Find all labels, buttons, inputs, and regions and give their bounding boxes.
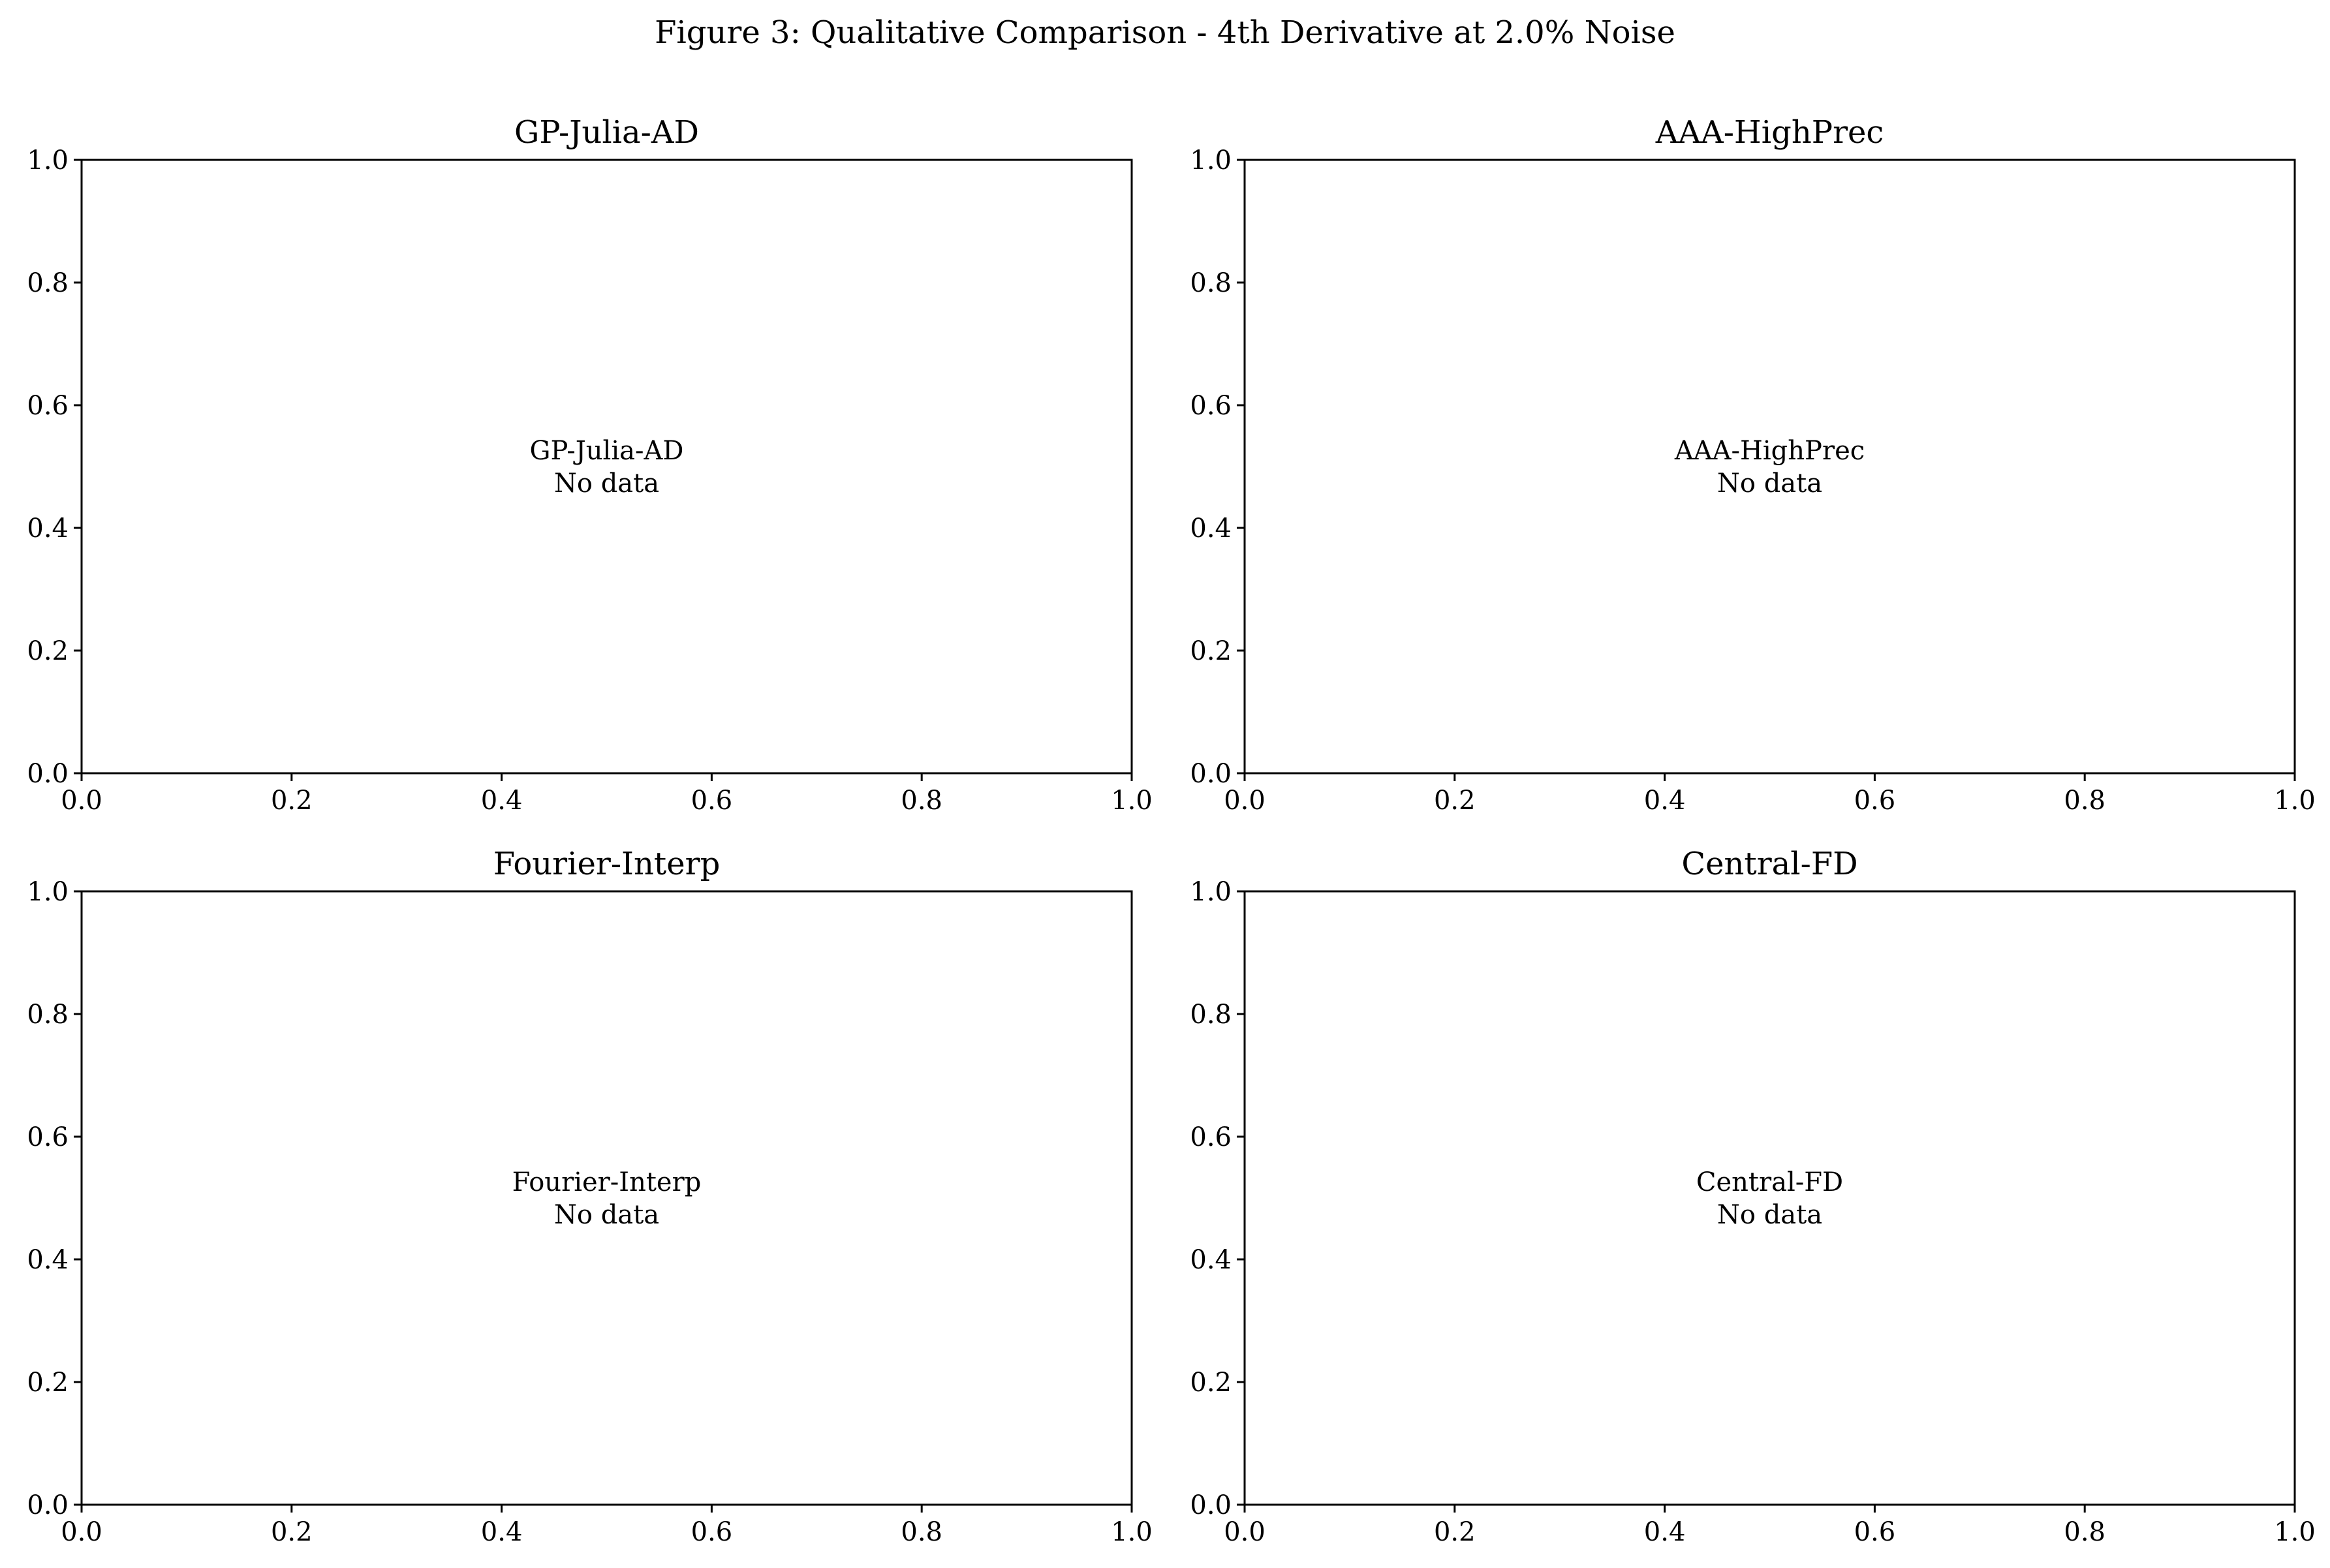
y-tick-label: 0.8 xyxy=(27,268,69,298)
y-tick-label: 0.4 xyxy=(1190,1245,1232,1275)
y-tick-label: 0.4 xyxy=(27,1245,69,1275)
y-tick-label: 0.8 xyxy=(1190,268,1232,298)
x-tick-label: 1.0 xyxy=(2274,786,2316,816)
y-tick-label: 0.0 xyxy=(1190,759,1232,789)
axes-frame xyxy=(80,890,1133,1506)
annotation-no-data: No data xyxy=(1717,469,1822,499)
annotation-method-name: GP-Julia-AD xyxy=(530,436,684,466)
x-tick-label: 0.0 xyxy=(1224,786,1266,816)
x-tick-label: 0.2 xyxy=(271,1517,313,1547)
annotation-method-name: Fourier-Interp xyxy=(512,1167,702,1197)
y-tick-label: 0.4 xyxy=(1190,514,1232,544)
subplot-central-fd: Central-FD 0.0 0.2 0.4 0.6 0.8 1.0 0.0 0.2 0.4 0.6… xyxy=(1190,846,2315,1547)
y-tick-label: 0.4 xyxy=(27,514,69,544)
y-tick-label: 0.6 xyxy=(27,391,69,421)
x-tick-label: 0.4 xyxy=(1644,786,1686,816)
subplot-grid: GP-Julia-AD 0.0 0.2 0.4 0.6 0.8 1.0 0.0 0.2 0.4 0.… xyxy=(27,114,2315,1547)
x-tick-label: 0.8 xyxy=(901,786,942,816)
axes-frame xyxy=(1243,159,2296,775)
annotation-no-data: No data xyxy=(554,1200,659,1230)
subplot-aaa-highprec: AAA-HighPrec 0.0 0.2 0.4 0.6 0.8 1.0 0.0 0.2 0.4 0… xyxy=(1190,114,2315,816)
y-tick-label: 1.0 xyxy=(27,146,69,176)
x-tick-label: 0.8 xyxy=(2064,786,2105,816)
y-tick-label: 0.0 xyxy=(1190,1490,1232,1520)
subplot-fourier-interp: Fourier-Interp 0.0 0.2 0.4 0.6 0.8 1.0 0.0 0.2 0.… xyxy=(27,846,1152,1547)
subplot-title: Fourier-Interp xyxy=(493,846,721,882)
y-tick-label: 1.0 xyxy=(1190,146,1232,176)
y-tick-label: 0.8 xyxy=(27,1000,69,1030)
subplot-title: AAA-HighPrec xyxy=(1655,114,1884,151)
y-tick-label: 0.2 xyxy=(27,1368,69,1398)
x-tick-label: 0.2 xyxy=(1434,1517,1476,1547)
x-tick-label: 0.8 xyxy=(2064,1517,2105,1547)
y-tick-label: 0.2 xyxy=(1190,636,1232,666)
y-tick-label: 0.6 xyxy=(1190,391,1232,421)
annotation-no-data: No data xyxy=(1717,1200,1822,1230)
y-tick-label: 0.2 xyxy=(27,636,69,666)
x-tick-label: 0.4 xyxy=(481,786,523,816)
x-tick-label: 0.6 xyxy=(1854,786,1896,816)
subplot-gp-julia-ad: GP-Julia-AD 0.0 0.2 0.4 0.6 0.8 1.0 0.0 0.2 0.4 0.… xyxy=(27,114,1152,816)
figure-title: Figure 3: Qualitative Comparison - 4th D… xyxy=(655,14,1675,51)
x-tick-label: 0.2 xyxy=(271,786,313,816)
axes-frame xyxy=(80,159,1133,775)
y-tick-label: 1.0 xyxy=(27,877,69,907)
x-tick-label: 1.0 xyxy=(1111,786,1153,816)
x-tick-label: 0.4 xyxy=(481,1517,523,1547)
y-tick-label: 0.2 xyxy=(1190,1368,1232,1398)
y-tick-label: 0.6 xyxy=(27,1122,69,1152)
x-tick-label: 0.6 xyxy=(691,786,733,816)
x-tick-label: 0.2 xyxy=(1434,786,1476,816)
x-tick-label: 0.4 xyxy=(1644,1517,1686,1547)
y-tick-label: 0.8 xyxy=(1190,1000,1232,1030)
x-tick-label: 0.0 xyxy=(1224,1517,1266,1547)
annotation-no-data: No data xyxy=(554,469,659,499)
x-tick-label: 0.0 xyxy=(61,1517,102,1547)
annotation-method-name: AAA-HighPrec xyxy=(1674,436,1865,466)
subplot-title: Central-FD xyxy=(1681,846,1857,882)
x-tick-label: 0.8 xyxy=(901,1517,942,1547)
x-tick-label: 1.0 xyxy=(2274,1517,2316,1547)
y-tick-label: 0.6 xyxy=(1190,1122,1232,1152)
x-tick-label: 0.6 xyxy=(1854,1517,1896,1547)
y-tick-label: 0.0 xyxy=(27,759,69,789)
x-tick-label: 1.0 xyxy=(1111,1517,1153,1547)
y-tick-label: 0.0 xyxy=(27,1490,69,1520)
axes-frame xyxy=(1243,890,2296,1506)
y-tick-label: 1.0 xyxy=(1190,877,1232,907)
annotation-method-name: Central-FD xyxy=(1696,1167,1843,1197)
x-tick-label: 0.0 xyxy=(61,786,102,816)
x-tick-label: 0.6 xyxy=(691,1517,733,1547)
subplot-title: GP-Julia-AD xyxy=(514,114,699,151)
